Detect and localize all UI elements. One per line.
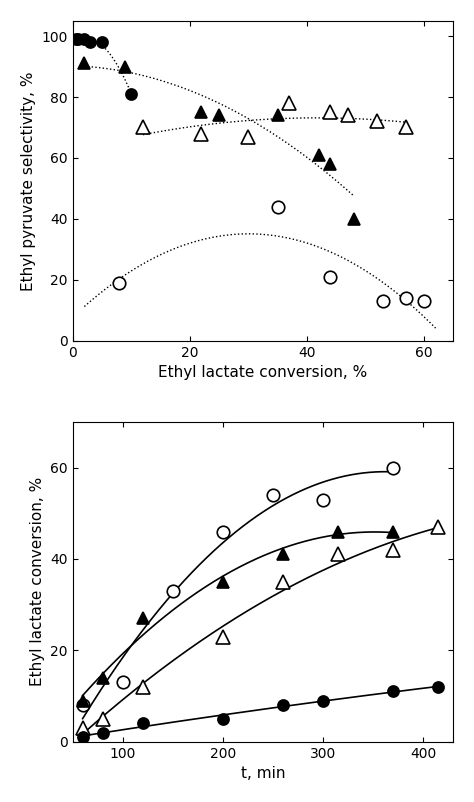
Y-axis label: Ethyl pyruvate selectivity, %: Ethyl pyruvate selectivity, % [21, 71, 36, 290]
X-axis label: Ethyl lactate conversion, %: Ethyl lactate conversion, % [158, 365, 367, 380]
Y-axis label: Ethyl lactate conversion, %: Ethyl lactate conversion, % [29, 477, 45, 687]
X-axis label: t, min: t, min [241, 766, 285, 781]
